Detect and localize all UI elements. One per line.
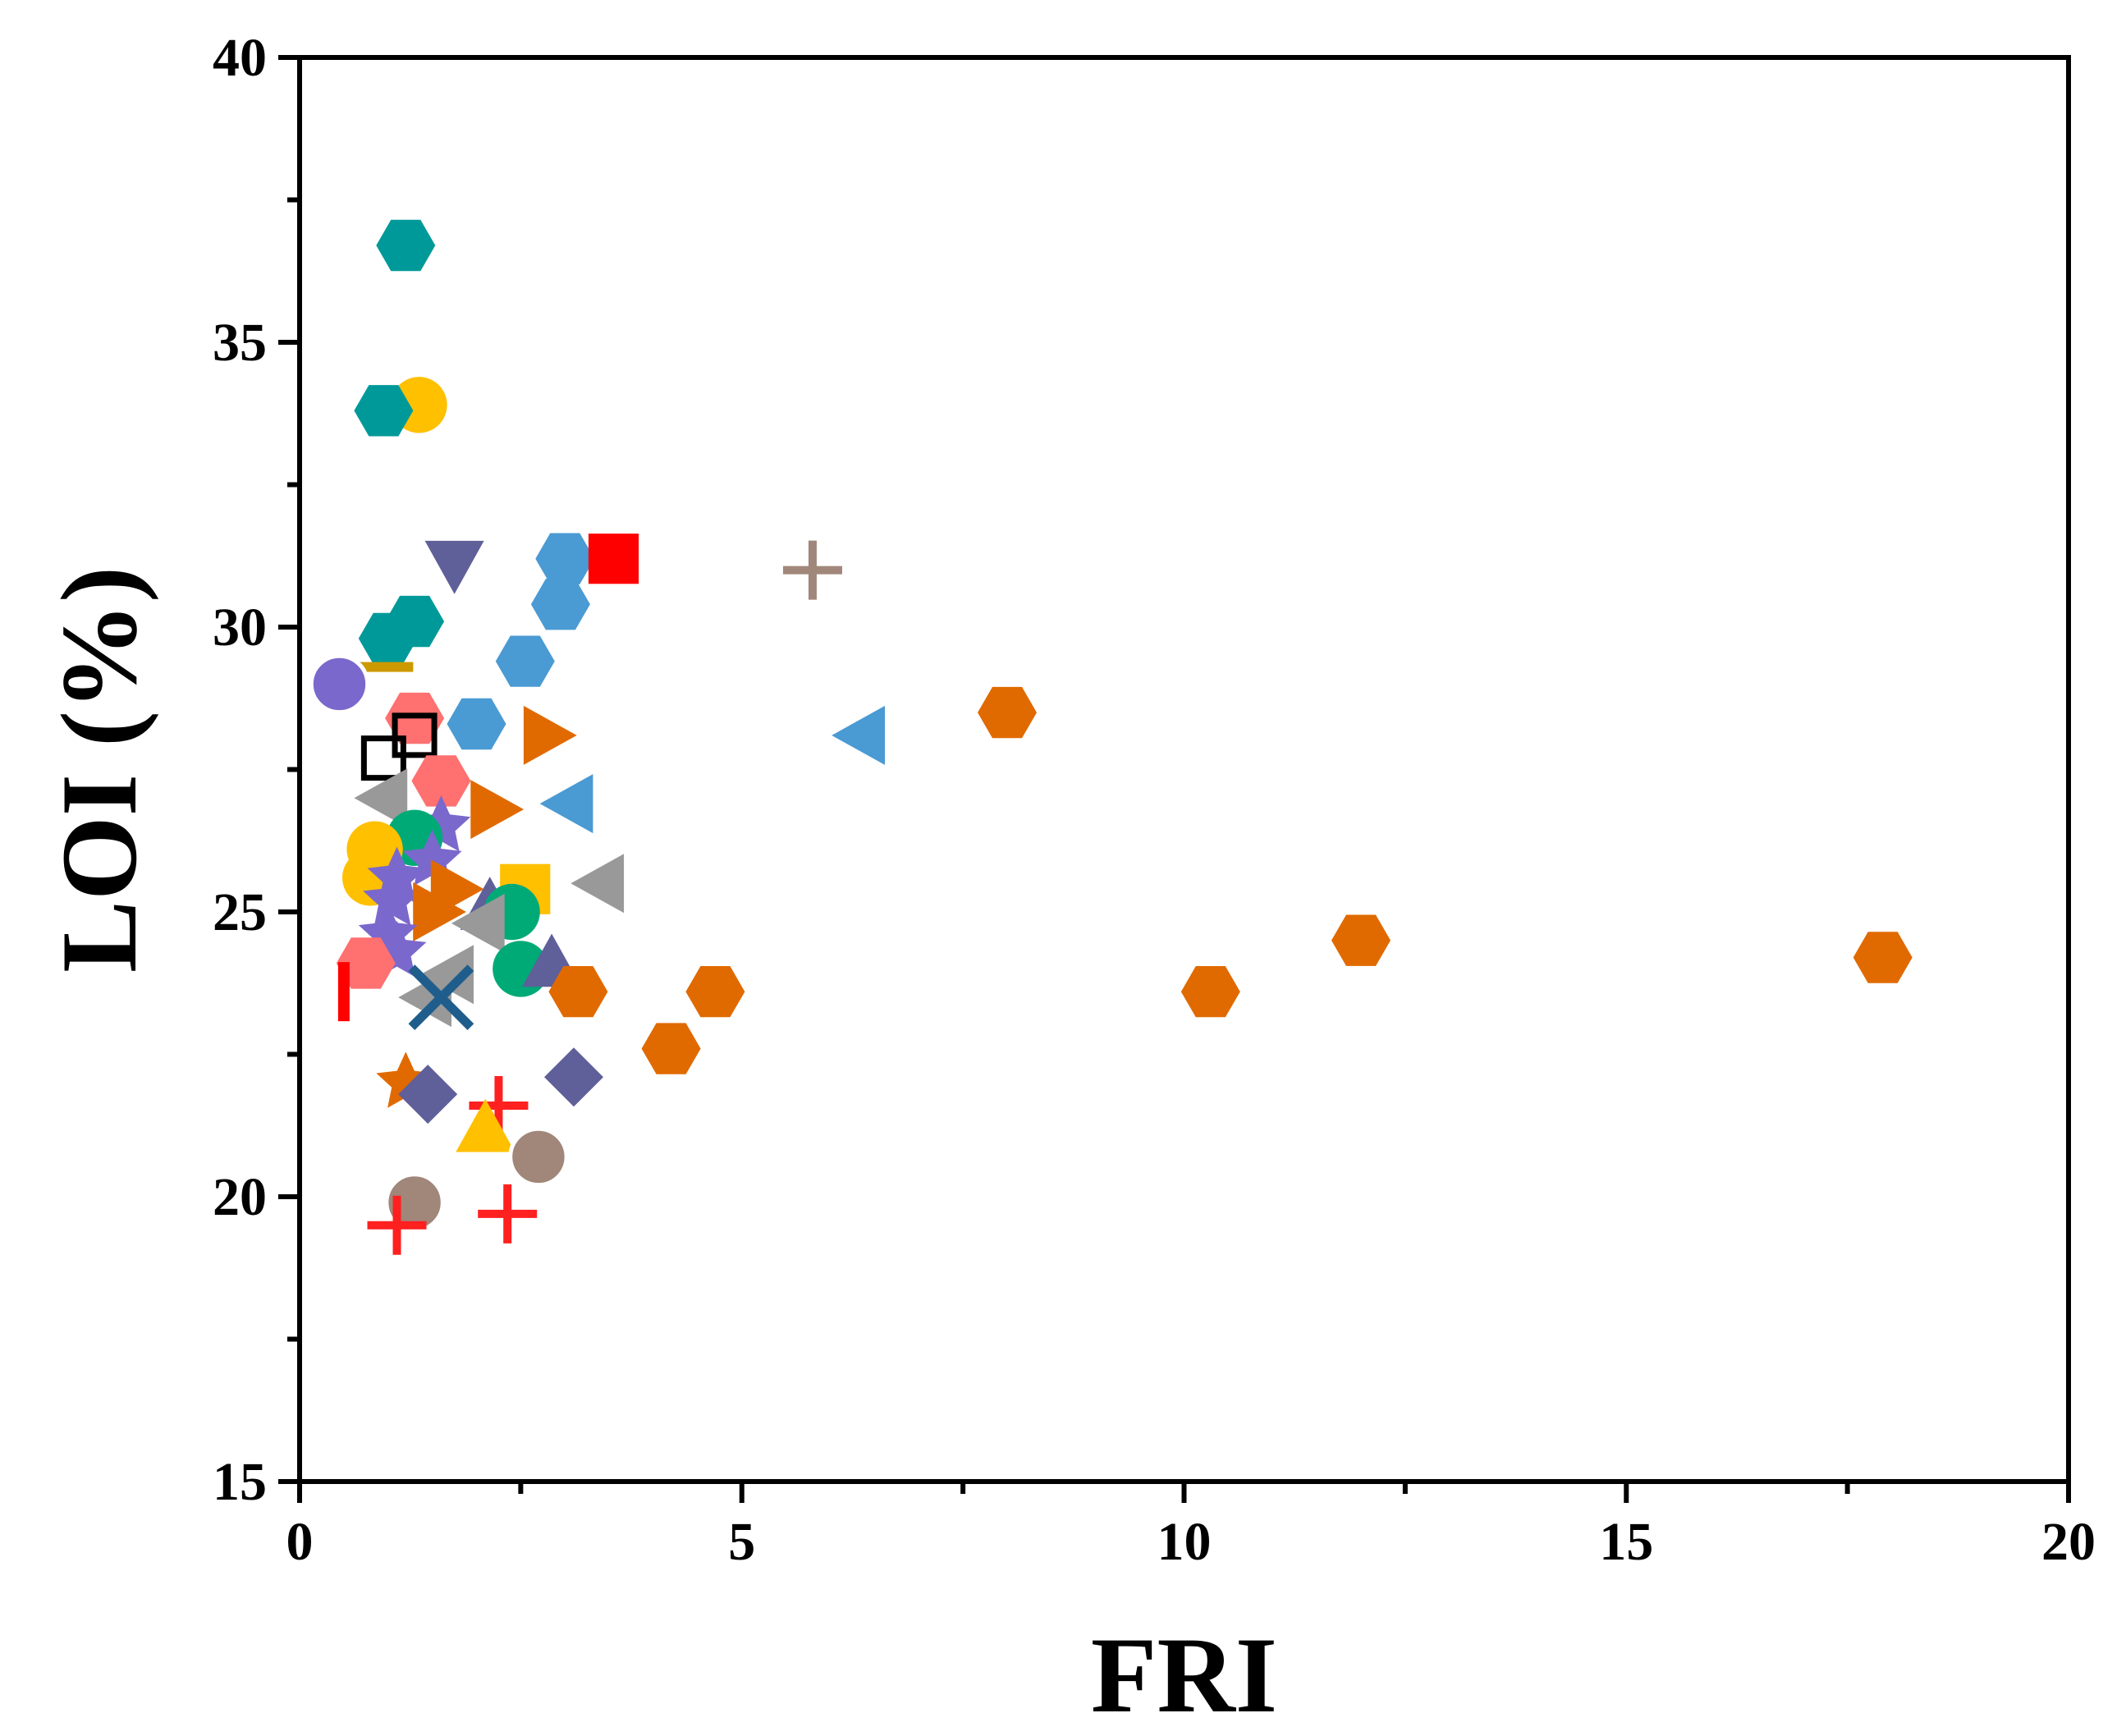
data-point-plus	[782, 540, 842, 600]
data-point-hexagon	[978, 686, 1037, 739]
data-point-plus	[367, 1195, 427, 1255]
data-point-diamond	[544, 1047, 603, 1107]
data-point-hexagon	[354, 385, 414, 437]
data-point-vbar	[337, 962, 350, 1022]
y-tick-label: 20	[213, 1167, 267, 1227]
data-point-hexagon	[1853, 932, 1913, 983]
data-point-plus	[478, 1184, 538, 1244]
x-axis-title: FRI	[1091, 1615, 1277, 1735]
x-tick-labels: 0 5 10 15 20	[286, 1512, 2096, 1572]
data-point-ball	[309, 653, 370, 715]
data-point-triangle-right	[413, 882, 466, 941]
x-tick-label: 5	[728, 1512, 755, 1572]
data-point-hexagon	[641, 1023, 701, 1074]
data-point-triangle-up	[456, 1098, 515, 1152]
data-point-hexagon	[1331, 914, 1391, 966]
data-point-star	[363, 869, 423, 926]
y-tick-label: 40	[213, 28, 267, 88]
y-tick-label: 35	[213, 313, 267, 373]
x-tick-label: 10	[1157, 1512, 1212, 1572]
data-point-triangle-left	[451, 893, 505, 953]
data-point-triangle-left	[539, 774, 593, 834]
data-point-hexagon	[447, 698, 506, 750]
data-point-hexagon	[411, 755, 471, 807]
data-point-triangle-left	[570, 854, 625, 914]
y-tick-label: 15	[213, 1452, 267, 1512]
data-points	[309, 219, 1913, 1255]
data-point-hexagon	[1180, 966, 1240, 1018]
data-point-hexagon	[530, 579, 590, 630]
data-point-dash	[354, 662, 414, 672]
axis-ticks	[278, 55, 2071, 1503]
y-tick-label: 30	[213, 598, 267, 657]
data-point-x	[408, 964, 474, 1030]
plot-frame	[297, 55, 2071, 1484]
data-point-hexagon	[548, 966, 608, 1018]
data-point-triangle-right	[470, 780, 525, 840]
data-point-open-square	[392, 712, 438, 758]
data-point-triangle-left	[832, 705, 885, 765]
data-point-hexagon	[358, 612, 418, 665]
data-point-hexagon	[376, 219, 436, 272]
data-point-triangle-left	[354, 768, 408, 828]
y-axis-title: LOI (%)	[39, 566, 159, 973]
x-tick-label: 20	[2041, 1512, 2096, 1572]
data-point-square	[588, 534, 639, 584]
data-point-triangle-left	[398, 968, 451, 1028]
data-point-hexagon	[336, 937, 396, 989]
data-point-triangle-down	[424, 540, 484, 594]
data-point-hexagon	[685, 966, 745, 1018]
data-point-diamond	[398, 1065, 458, 1125]
data-point-hexagon	[495, 635, 555, 687]
y-tick-labels: 15 20 25 30 35 40	[213, 28, 267, 1512]
x-tick-label: 15	[1599, 1512, 1653, 1572]
data-point-open-square	[360, 735, 406, 781]
data-point-hexagon	[535, 533, 595, 584]
y-tick-label: 25	[213, 882, 267, 942]
x-tick-label: 0	[286, 1512, 314, 1572]
data-point-triangle-right	[523, 705, 577, 765]
data-point-ball	[508, 1126, 569, 1188]
